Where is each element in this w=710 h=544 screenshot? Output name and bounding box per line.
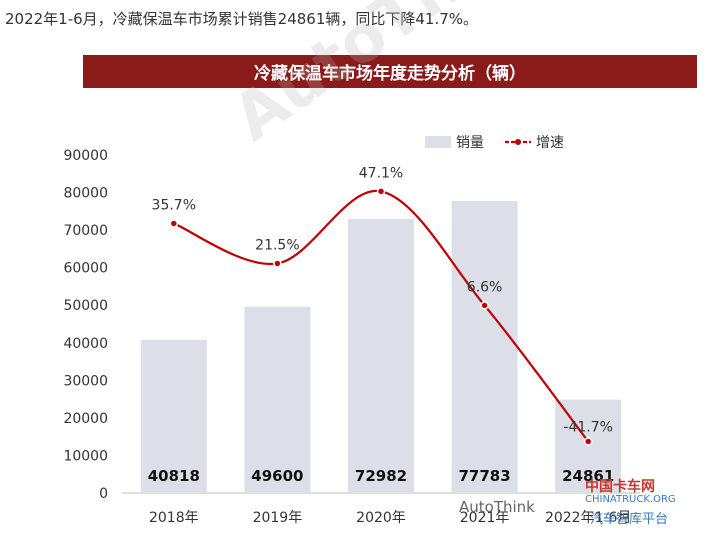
growth-value-label: -41.7% — [563, 419, 613, 435]
bar-value-label: 40818 — [148, 467, 200, 485]
legend-bar-label: 销量 — [456, 135, 484, 151]
y-tick-label: 50000 — [63, 298, 108, 314]
growth-point — [376, 187, 386, 196]
y-tick-label: 10000 — [63, 448, 108, 464]
y-tick-label: 80000 — [63, 186, 108, 202]
y-tick-label: 0 — [99, 486, 108, 502]
y-tick-label: 20000 — [63, 411, 108, 427]
x-tick-label: 2018年 — [149, 510, 199, 526]
chart-title: 冷藏保温车市场年度走势分析（辆） — [83, 55, 697, 88]
growth-point — [583, 437, 593, 446]
growth-point — [169, 219, 179, 228]
bar — [451, 200, 518, 493]
x-tick-label: 2021年 — [460, 510, 510, 526]
growth-point — [480, 301, 489, 310]
x-tick-label: 2019年 — [253, 510, 303, 526]
y-tick-label: 60000 — [63, 261, 108, 277]
x-tick-label: 2022年1-6月 — [545, 510, 632, 526]
legend-line-marker — [515, 139, 521, 145]
y-tick-label: 70000 — [63, 223, 108, 239]
bar-value-label: 49600 — [251, 467, 303, 485]
growth-value-label: 35.7% — [152, 197, 196, 213]
bar — [555, 399, 622, 493]
site-logo-subtext: CHINATRUCK.ORG — [585, 494, 676, 505]
y-tick-label: 40000 — [63, 336, 108, 352]
bar-value-label: 77783 — [459, 467, 511, 485]
autothink-footer-watermark: AutoThink — [459, 498, 535, 516]
platform-logo-text: 汽车智库平台 — [590, 512, 669, 527]
bar — [140, 339, 207, 493]
y-tick-label: 90000 — [63, 148, 108, 164]
growth-value-label: 21.5% — [255, 237, 299, 253]
y-tick-label: 30000 — [63, 373, 108, 389]
legend-bar-swatch — [425, 136, 451, 148]
growth-value-label: 47.1% — [359, 165, 403, 181]
bar — [244, 306, 311, 493]
bar-value-label: 24861 — [562, 467, 614, 485]
bar — [348, 218, 414, 493]
headline: 2022年1-6月，冷藏保温车市场累计销售24861辆，同比下降41.7%。 — [5, 10, 479, 28]
growth-point — [273, 259, 282, 268]
growth-value-label: 6.6% — [467, 279, 503, 295]
x-tick-label: 2020年 — [356, 510, 406, 526]
legend-line-label: 增速 — [536, 135, 564, 151]
bar-value-label: 72982 — [355, 467, 407, 485]
site-logo-text: 中国卡车网 — [585, 479, 655, 495]
